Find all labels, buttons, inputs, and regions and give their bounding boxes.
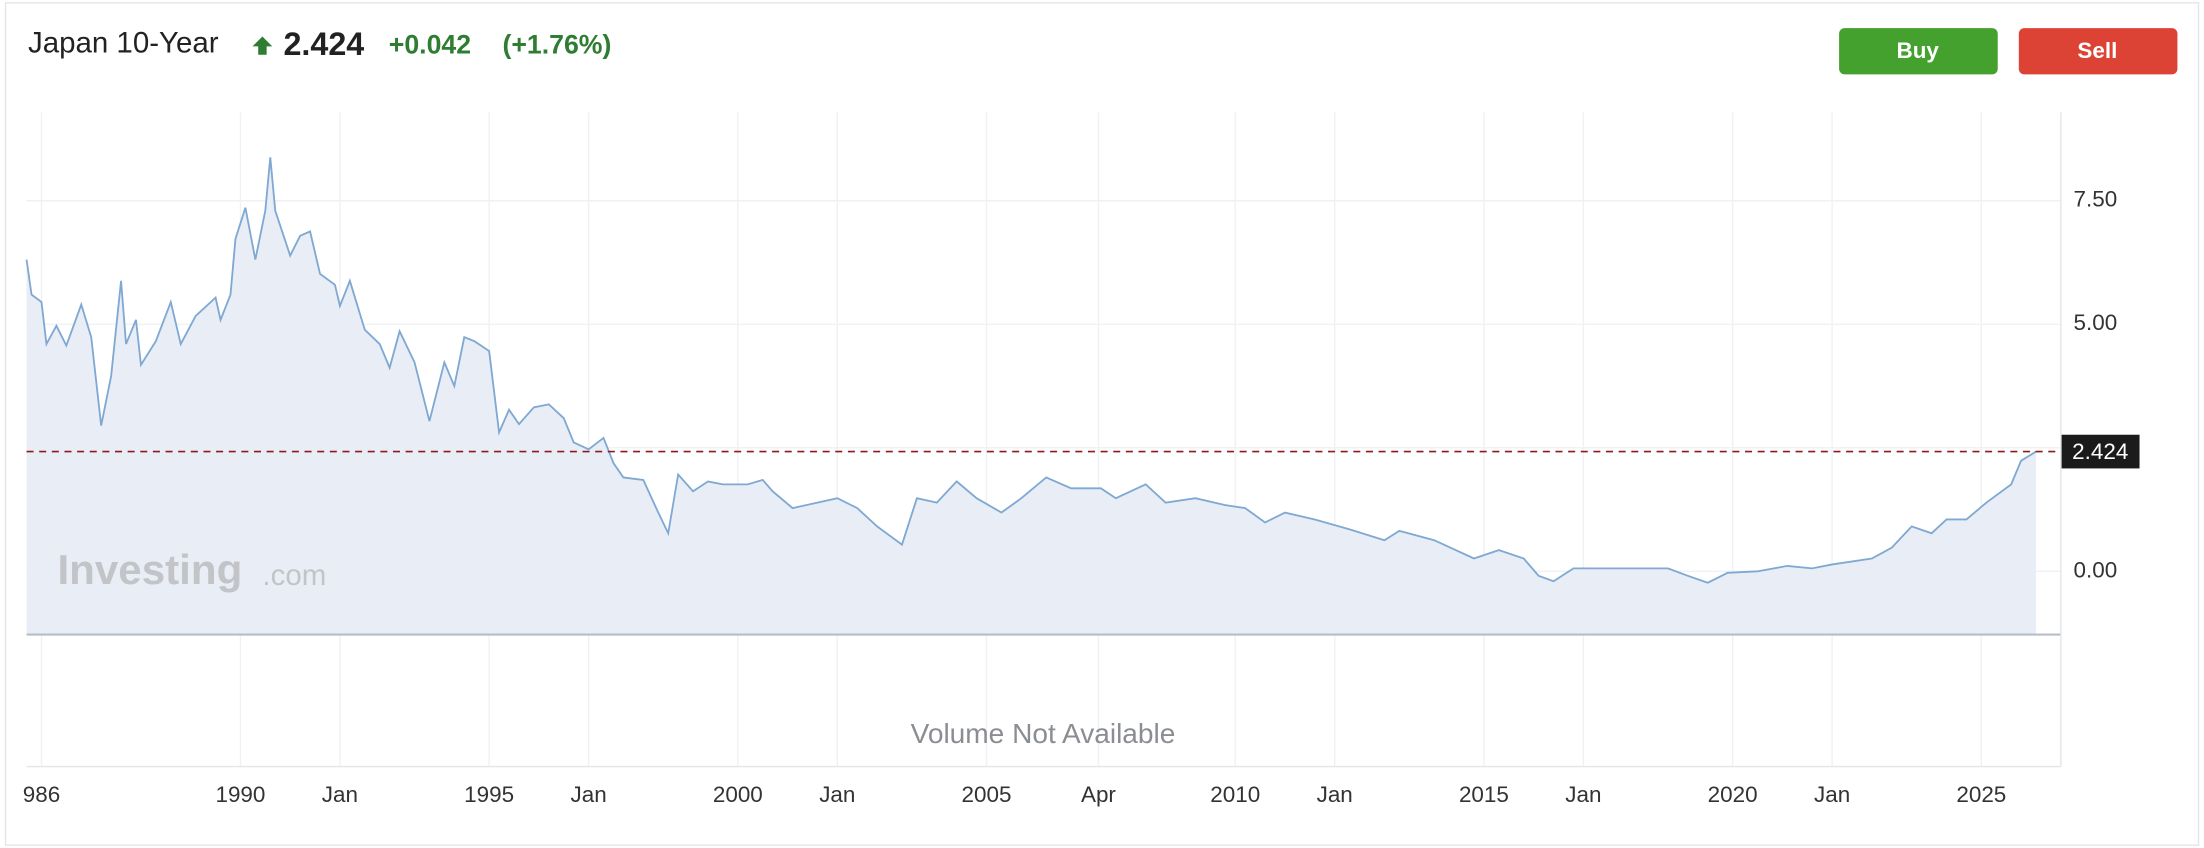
area: [26, 157, 2037, 635]
buy-button[interactable]: [1839, 28, 1998, 75]
watermark-brand: Investing: [57, 546, 242, 593]
x-tick-label: 2005: [962, 782, 1012, 807]
x-tick-label: Jan: [322, 782, 358, 807]
last-price-tag: [2060, 434, 2140, 469]
x-tick-label: Jan: [1317, 782, 1353, 807]
up-arrow: [252, 36, 273, 55]
sell-button-label[interactable]: Sell: [2077, 38, 2117, 63]
watermark-suffix: .com: [262, 559, 326, 592]
sell-button[interactable]: [2018, 28, 2178, 75]
x-tick-label: Apr: [1081, 782, 1116, 807]
price-change: +0.042: [389, 29, 471, 59]
price-change-percent: (+1.76%): [503, 29, 612, 59]
x-tick-label: 2020: [1708, 782, 1758, 807]
x-tick-label: 2010: [1210, 782, 1260, 807]
last-price-tag-label: 2.424: [2072, 439, 2128, 464]
buy-button-label[interactable]: Buy: [1896, 38, 1939, 63]
x-tick-label: Jan: [1814, 782, 1850, 807]
y-tick-label: 5.00: [2074, 310, 2118, 335]
x-tick-label: 986: [23, 782, 60, 807]
price-line: [25, 157, 2037, 584]
last-price: 2.424: [283, 26, 364, 62]
x-tick-label: Jan: [571, 782, 607, 807]
y-tick-label: 0.00: [2074, 557, 2118, 582]
instrument-title: Japan 10-Year: [28, 27, 219, 60]
x-tick-label: 2015: [1459, 782, 1509, 807]
x-tick-label: 2000: [713, 782, 763, 807]
x-tick-label: Jan: [1565, 782, 1601, 807]
y-tick-label: 7.50: [2074, 187, 2118, 212]
plot: 986 1990 Jan 1995 Jan 2000 Jan 2005 Apr 2010 Jan 20…: [23, 112, 2140, 807]
x-tick-label: Jan: [819, 782, 855, 807]
volume-note: Volume Not Available: [911, 718, 1176, 749]
x-tick-label: 1990: [215, 782, 265, 807]
x-tick-label: 2025: [1956, 782, 2006, 807]
x-tick-label: 1995: [464, 782, 514, 807]
